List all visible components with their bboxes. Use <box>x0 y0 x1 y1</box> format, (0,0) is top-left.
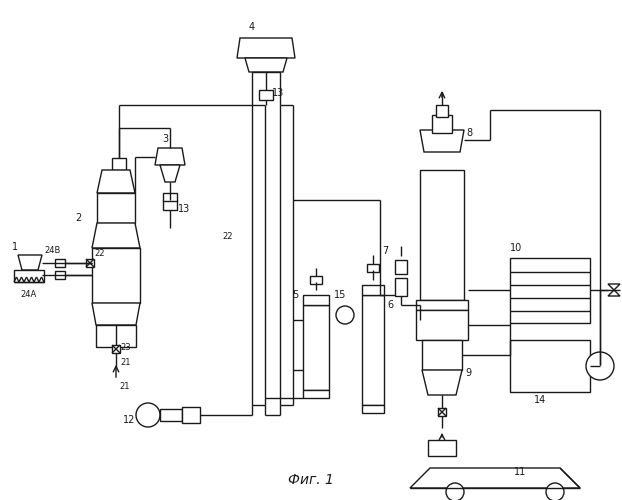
Polygon shape <box>410 468 580 488</box>
Polygon shape <box>92 303 140 325</box>
Text: 11: 11 <box>514 467 526 477</box>
Bar <box>367 264 379 272</box>
Bar <box>432 115 452 133</box>
Polygon shape <box>160 165 180 182</box>
Polygon shape <box>18 255 42 270</box>
Text: 5: 5 <box>292 290 298 300</box>
Bar <box>182 407 200 423</box>
Text: 22: 22 <box>94 249 104 258</box>
Text: 4: 4 <box>249 22 255 32</box>
Polygon shape <box>608 284 620 290</box>
Text: 8: 8 <box>466 128 472 138</box>
Bar <box>438 408 446 416</box>
Text: 15: 15 <box>334 290 346 300</box>
Text: 6: 6 <box>387 300 393 310</box>
Bar <box>163 200 177 210</box>
Text: Фиг. 1: Фиг. 1 <box>288 473 334 487</box>
Bar <box>510 258 590 323</box>
Text: 14: 14 <box>534 395 546 405</box>
Bar <box>92 248 140 303</box>
Bar <box>422 340 462 370</box>
Bar <box>395 260 407 274</box>
Polygon shape <box>362 285 384 295</box>
Bar <box>510 340 590 392</box>
Polygon shape <box>608 290 620 296</box>
Bar <box>112 158 126 170</box>
Text: 23: 23 <box>120 344 131 352</box>
Bar <box>86 259 94 267</box>
Circle shape <box>446 483 464 500</box>
Bar <box>55 259 65 267</box>
Bar <box>96 325 136 347</box>
Text: 13: 13 <box>272 88 284 98</box>
Bar <box>436 105 448 117</box>
Polygon shape <box>362 405 384 413</box>
Bar <box>362 295 384 405</box>
Polygon shape <box>303 295 329 305</box>
Bar <box>97 193 135 223</box>
Text: 10: 10 <box>510 243 522 253</box>
Text: 13: 13 <box>178 204 190 214</box>
Text: 3: 3 <box>162 134 168 144</box>
Text: 1: 1 <box>12 242 18 252</box>
Bar <box>420 170 464 300</box>
Text: 21: 21 <box>119 382 129 391</box>
Bar <box>14 270 44 282</box>
Polygon shape <box>245 58 287 72</box>
Bar <box>395 278 407 296</box>
Text: 22: 22 <box>222 232 233 241</box>
Bar <box>310 276 322 284</box>
Text: 12: 12 <box>123 415 135 425</box>
Polygon shape <box>303 390 329 398</box>
Polygon shape <box>237 38 295 58</box>
Text: 9: 9 <box>465 368 471 378</box>
Bar <box>163 193 177 201</box>
Circle shape <box>586 352 614 380</box>
Circle shape <box>546 483 564 500</box>
Bar <box>160 409 182 421</box>
Text: 24В: 24В <box>44 246 60 255</box>
Text: 2: 2 <box>76 213 82 223</box>
Polygon shape <box>92 223 140 248</box>
Bar <box>416 310 468 340</box>
Polygon shape <box>416 300 468 310</box>
Polygon shape <box>155 148 185 165</box>
Text: 24А: 24А <box>20 290 36 299</box>
Circle shape <box>136 403 160 427</box>
Bar <box>112 345 120 353</box>
Text: 21: 21 <box>120 358 131 367</box>
Polygon shape <box>97 170 135 193</box>
Bar <box>55 271 65 279</box>
Circle shape <box>336 306 354 324</box>
Bar <box>303 305 329 390</box>
Polygon shape <box>420 130 464 152</box>
Bar <box>428 440 456 456</box>
Polygon shape <box>422 370 462 395</box>
Bar <box>259 90 273 100</box>
Text: 7: 7 <box>382 246 388 256</box>
